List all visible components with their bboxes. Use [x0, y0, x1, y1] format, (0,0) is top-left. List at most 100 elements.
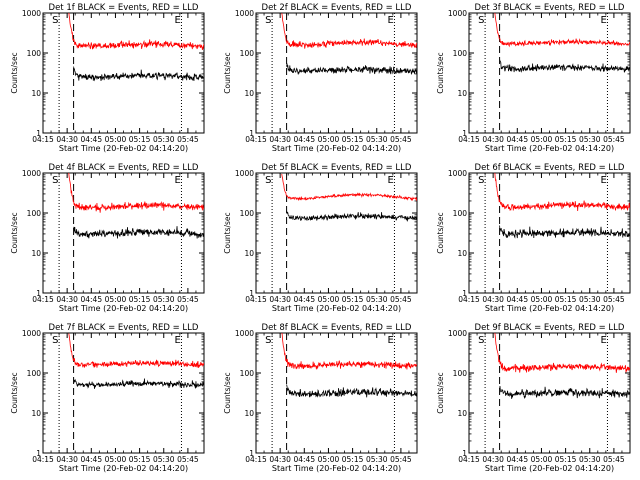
panel-title: Det 6f BLACK = Events, RED = LLD: [475, 163, 625, 173]
panel-title: Det 9f BLACK = Events, RED = LLD: [475, 323, 625, 333]
x-tick-label: 05:00: [318, 295, 340, 304]
x-tick-label: 05:30: [153, 455, 175, 464]
x-tick-label: 05:15: [342, 135, 364, 144]
panel-title: Det 8f BLACK = Events, RED = LLD: [262, 323, 412, 333]
x-tick-label: 04:30: [269, 455, 291, 464]
detector-panel: Det 7f BLACK = Events, RED = LLD 1 10 100 10…: [10, 323, 205, 473]
x-tick-label: 05:00: [105, 455, 127, 464]
x-tick-label: 04:45: [506, 295, 528, 304]
y-tick-label: 1: [249, 129, 254, 138]
plot-frame: [255, 172, 418, 294]
x-axis-label: Start Time (20-Feb-02 04:14:20): [59, 304, 188, 313]
lld-series-line: [281, 173, 417, 202]
x-axis-label: Start Time (20-Feb-02 04:14:20): [485, 464, 614, 473]
x-tick-label: 04:15: [32, 455, 54, 464]
marker-label: S: [265, 15, 271, 26]
x-axis-label: Start Time (20-Feb-02 04:14:20): [485, 304, 614, 313]
x-tick-label: 05:30: [153, 135, 175, 144]
marker-label: S: [52, 335, 58, 346]
x-tick-label: 05:15: [555, 135, 577, 144]
y-axis-label: Counts/sec: [223, 52, 232, 93]
panel-title: Det 4f BLACK = Events, RED = LLD: [49, 163, 199, 173]
events-series-line: [73, 226, 204, 239]
marker-label: E: [387, 15, 393, 26]
x-tick-label: 05:00: [105, 295, 127, 304]
x-tick-label: 04:30: [482, 455, 504, 464]
x-tick-label: 05:30: [153, 295, 175, 304]
lld-series-line: [68, 13, 204, 50]
x-tick-label: 04:30: [56, 295, 78, 304]
lld-series-line: [494, 13, 630, 48]
x-tick-label: 05:15: [342, 295, 364, 304]
x-tick-label: 05:15: [555, 455, 577, 464]
y-tick-label: 100: [240, 369, 255, 378]
x-tick-label: 04:30: [269, 295, 291, 304]
marker-label: E: [600, 175, 606, 186]
x-tick-label: 05:15: [129, 295, 151, 304]
x-tick-label: 05:45: [390, 455, 412, 464]
x-tick-label: 05:30: [579, 455, 601, 464]
marker-label: S: [52, 175, 58, 186]
x-tick-label: 04:45: [80, 135, 102, 144]
y-tick-label: 1000: [22, 329, 41, 338]
x-tick-label: 05:00: [318, 455, 340, 464]
marker-label: E: [600, 15, 606, 26]
x-tick-label: 05:00: [531, 295, 553, 304]
y-tick-label: 10: [244, 89, 254, 98]
marker-label: S: [478, 15, 484, 26]
marker-label: E: [174, 335, 180, 346]
y-tick-label: 10: [31, 249, 41, 258]
marker-label: S: [265, 175, 271, 186]
x-tick-label: 05:30: [366, 295, 388, 304]
events-series-line: [499, 225, 630, 239]
y-tick-label: 1: [462, 129, 467, 138]
x-tick-label: 04:45: [506, 455, 528, 464]
events-series-line: [286, 211, 417, 222]
y-tick-label: 100: [27, 209, 42, 218]
marker-label: S: [478, 175, 484, 186]
plot-frame: [42, 332, 205, 454]
y-tick-label: 10: [31, 409, 41, 418]
x-tick-label: 04:45: [80, 455, 102, 464]
marker-label: E: [387, 175, 393, 186]
x-tick-label: 05:45: [603, 135, 625, 144]
y-tick-label: 1000: [22, 169, 41, 178]
y-tick-label: 10: [457, 89, 467, 98]
x-tick-label: 05:45: [177, 455, 199, 464]
y-tick-label: 1000: [448, 169, 467, 178]
x-axis-label: Start Time (20-Feb-02 04:14:20): [272, 304, 401, 313]
x-tick-label: 05:45: [390, 295, 412, 304]
x-tick-label: 05:45: [603, 295, 625, 304]
panel-title: Det 7f BLACK = Events, RED = LLD: [49, 323, 199, 333]
y-tick-label: 1: [462, 289, 467, 298]
x-tick-label: 05:30: [579, 135, 601, 144]
panel-title: Det 5f BLACK = Events, RED = LLD: [262, 163, 412, 173]
y-tick-label: 10: [457, 249, 467, 258]
detector-panel: Det 2f BLACK = Events, RED = LLD 1 10 100 10…: [223, 3, 418, 153]
y-tick-label: 10: [457, 409, 467, 418]
x-tick-label: 05:30: [366, 455, 388, 464]
x-tick-label: 04:30: [482, 135, 504, 144]
x-tick-label: 05:45: [390, 135, 412, 144]
events-series-line: [286, 384, 417, 398]
x-tick-label: 04:45: [293, 455, 315, 464]
marker-label: S: [478, 335, 484, 346]
x-tick-label: 04:45: [293, 295, 315, 304]
marker-label: E: [600, 335, 606, 346]
events-series-line: [73, 378, 204, 389]
x-axis-label: Start Time (20-Feb-02 04:14:20): [272, 144, 401, 153]
x-tick-label: 05:45: [177, 135, 199, 144]
lld-series-line: [68, 173, 204, 213]
y-axis-label: Counts/sec: [223, 372, 232, 413]
detector-panel: Det 9f BLACK = Events, RED = LLD 1 10 100 10…: [436, 323, 631, 473]
detector-panel: Det 4f BLACK = Events, RED = LLD 1 10 100 10…: [10, 163, 205, 313]
y-axis-label: Counts/sec: [10, 212, 19, 253]
lld-series-line: [494, 173, 630, 212]
marker-label: E: [174, 175, 180, 186]
x-tick-label: 04:45: [506, 135, 528, 144]
y-tick-label: 1000: [22, 9, 41, 18]
x-tick-label: 04:15: [245, 455, 267, 464]
panel-title: Det 1f BLACK = Events, RED = LLD: [49, 3, 199, 13]
x-tick-label: 04:45: [80, 295, 102, 304]
